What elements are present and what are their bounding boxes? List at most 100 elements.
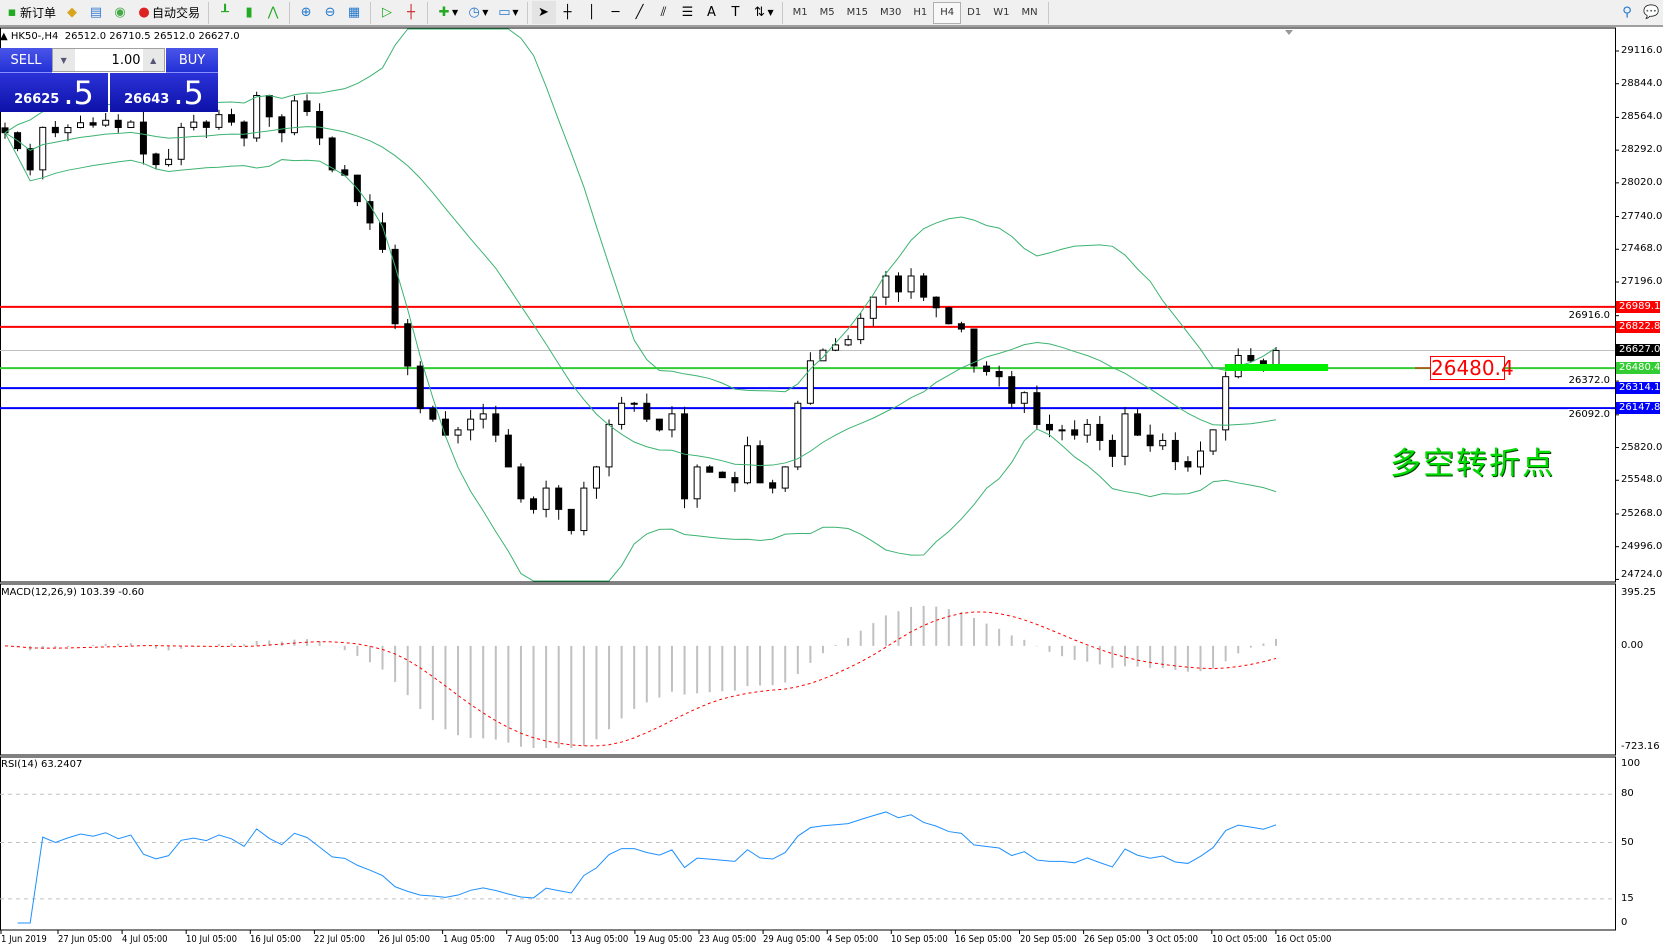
text-button[interactable]: A: [700, 1, 724, 24]
candle-body: [1184, 461, 1192, 468]
candle-body: [26, 148, 34, 171]
candle-body: [416, 365, 424, 410]
lot-size-stepper[interactable]: ▼ ▲: [52, 48, 165, 72]
timeframe-m15[interactable]: M15: [846, 7, 869, 18]
timeframe-m1[interactable]: M1: [792, 7, 808, 18]
candle-body: [731, 477, 739, 484]
candlestick-button[interactable]: ▮: [237, 1, 261, 24]
time-axis-label: 4 Jul 05:00: [122, 934, 168, 945]
sell-button[interactable]: SELL: [0, 48, 52, 73]
cursor-button[interactable]: ➤: [531, 1, 556, 24]
candle-body: [567, 508, 575, 532]
arrows-button[interactable]: ⇅ ▼: [748, 1, 778, 24]
candle-body: [290, 100, 298, 134]
metaeditor-button[interactable]: ◆: [60, 1, 84, 24]
fibonacci-button[interactable]: ☰: [676, 1, 700, 24]
cursor-icon: ➤: [538, 4, 549, 20]
candle-body: [580, 487, 588, 532]
periods-button[interactable]: ◷ ▼: [462, 1, 492, 24]
candle-body: [693, 466, 701, 500]
buy-price[interactable]: 26643.5: [110, 73, 218, 112]
timeframe-m30[interactable]: M30: [880, 7, 902, 18]
candle-body: [1209, 429, 1217, 452]
chart-shift-marker: [1285, 30, 1293, 35]
zoom-out-icon: ⊖: [324, 4, 336, 20]
timeframe-d1[interactable]: D1: [967, 7, 982, 18]
time-axis-label: 1 Jun 2019: [1, 934, 47, 945]
candle-body: [592, 466, 600, 489]
candle-body: [1108, 439, 1116, 457]
template-icon: ▭: [498, 4, 511, 20]
annotation-text[interactable]: 多空转折点: [1390, 446, 1555, 482]
candle-body: [957, 323, 965, 330]
timeframe-h1[interactable]: H1: [913, 7, 928, 18]
macd-histogram: [16, 605, 1277, 748]
timeframe-mn[interactable]: MN: [1021, 7, 1038, 18]
candle-body: [1146, 434, 1154, 447]
candle-body: [240, 121, 248, 139]
candle-body: [681, 413, 689, 500]
candle-body: [1171, 439, 1179, 463]
candle-body: [1008, 376, 1016, 404]
separator: [370, 1, 372, 24]
text-label-button[interactable]: T: [724, 1, 748, 24]
search-button[interactable]: ⚲: [1615, 1, 1639, 24]
toolbar: ▪ 新订单 ◆ ▤ ◉ ● 自动交易 ┸ ▮ ⋀ ⊕ ⊖ ▦ ▷ ┼ ✚ ▼ ◷ ▼ ▭…: [0, 0, 1663, 27]
tile-windows-button[interactable]: ▦: [342, 1, 366, 24]
chart-shift-button[interactable]: ┼: [399, 1, 423, 24]
zoom-out-button[interactable]: ⊖: [318, 1, 342, 24]
candle-body: [177, 126, 185, 160]
auto-scroll-button[interactable]: ▷: [375, 1, 399, 24]
rsi-axis-label: 100: [1621, 758, 1641, 769]
candle-body: [102, 119, 110, 126]
time-axis-label: 26 Jul 05:00: [378, 934, 430, 945]
chat-icon: 💬: [1643, 4, 1660, 20]
timeframe-h4[interactable]: H4: [933, 1, 962, 24]
market-watch-button[interactable]: ◉: [108, 1, 132, 24]
navigator-button[interactable]: ▤: [84, 1, 108, 24]
horizontal-line-button[interactable]: ─: [604, 1, 628, 24]
separator: [427, 1, 429, 24]
dropdown-icon: ▼: [482, 8, 489, 17]
candle-body: [441, 418, 449, 436]
lot-decrease-button[interactable]: ▼: [53, 49, 75, 71]
candle-body: [1096, 423, 1104, 441]
time-axis-label: 22 Jul 05:00: [314, 934, 366, 945]
lot-size-input[interactable]: [74, 52, 143, 68]
vertical-line-button[interactable]: │: [580, 1, 604, 24]
sell-price[interactable]: 26625.5: [0, 73, 108, 112]
line-chart-button[interactable]: ⋀: [261, 1, 285, 24]
crosshair-icon: ┼: [563, 4, 572, 20]
candle-body: [932, 296, 940, 309]
trendline-button[interactable]: ╱: [628, 1, 652, 24]
auto-trading-button[interactable]: ● 自动交易: [132, 1, 204, 24]
auto-trading-icon: ●: [138, 4, 150, 20]
vertical-line-icon: │: [587, 4, 596, 20]
level-price-label[interactable]: 26480.4: [1430, 356, 1514, 380]
time-axis-label: 27 Jun 05:00: [58, 934, 113, 945]
candle-body: [190, 121, 198, 128]
candle-body: [1222, 376, 1230, 431]
equidistant-channel-button[interactable]: ⫽: [652, 1, 676, 24]
zoom-in-button[interactable]: ⊕: [294, 1, 318, 24]
buy-button[interactable]: BUY: [166, 48, 218, 73]
time-axis-label: 13 Aug 05:00: [570, 934, 629, 945]
indicators-button[interactable]: ✚ ▼: [432, 1, 462, 24]
zoom-in-icon: ⊕: [300, 4, 312, 20]
timeframe-w1[interactable]: W1: [993, 7, 1010, 18]
timeframe-m5[interactable]: M5: [819, 7, 835, 18]
bar-chart-button[interactable]: ┸: [213, 1, 237, 24]
new-order-button[interactable]: ▪ 新订单: [0, 1, 60, 24]
lot-increase-button[interactable]: ▲: [142, 49, 164, 71]
chat-button[interactable]: 💬: [1639, 1, 1663, 24]
candle-body: [152, 153, 160, 166]
time-axis-label: 19 Aug 05:00: [634, 934, 693, 945]
crosshair-button[interactable]: ┼: [556, 1, 580, 24]
channel-icon: ⫽: [660, 4, 667, 20]
time-axis-label: 26 Sep 05:00: [1083, 934, 1141, 945]
candle-body: [832, 344, 840, 351]
time-axis-label: 10 Jul 05:00: [186, 934, 238, 945]
templates-button[interactable]: ▭ ▼: [492, 1, 522, 24]
collapse-icon[interactable]: ▲: [0, 31, 11, 42]
